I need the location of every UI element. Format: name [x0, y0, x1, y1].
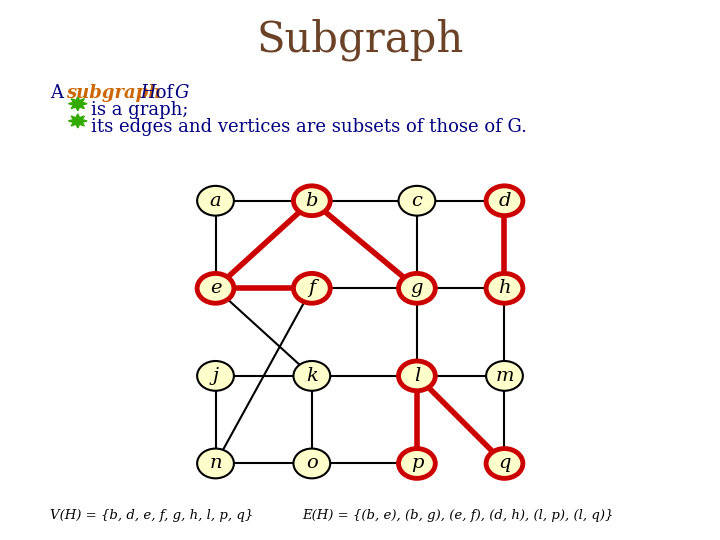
- Ellipse shape: [197, 273, 234, 303]
- Text: is a graph;: is a graph;: [91, 101, 189, 119]
- Text: m: m: [495, 367, 514, 385]
- Ellipse shape: [294, 273, 330, 303]
- Text: e: e: [210, 279, 221, 298]
- Text: G: G: [175, 84, 189, 102]
- Text: o: o: [306, 455, 318, 472]
- Text: f: f: [308, 279, 315, 298]
- Text: V(H) = {b, d, e, f, g, h, l, p, q}: V(H) = {b, d, e, f, g, h, l, p, q}: [50, 509, 253, 522]
- Polygon shape: [68, 114, 87, 128]
- Ellipse shape: [399, 273, 436, 303]
- Text: H: H: [135, 84, 157, 102]
- Text: subgraph: subgraph: [66, 84, 161, 102]
- Ellipse shape: [197, 186, 234, 215]
- Text: a: a: [210, 192, 221, 210]
- Ellipse shape: [294, 361, 330, 391]
- Ellipse shape: [486, 449, 523, 478]
- Text: h: h: [498, 279, 510, 298]
- Text: q: q: [498, 455, 510, 472]
- Text: n: n: [210, 455, 222, 472]
- Ellipse shape: [486, 186, 523, 215]
- Text: b: b: [305, 192, 318, 210]
- Text: d: d: [498, 192, 510, 210]
- Text: A: A: [50, 84, 69, 102]
- Ellipse shape: [294, 449, 330, 478]
- Ellipse shape: [197, 449, 234, 478]
- Ellipse shape: [399, 186, 436, 215]
- Text: E(H) = {(b, e), (b, g), (e, f), (d, h), (l, p), (l, q)}: E(H) = {(b, e), (b, g), (e, f), (d, h), …: [302, 509, 613, 522]
- Text: g: g: [410, 279, 423, 298]
- Ellipse shape: [197, 361, 234, 391]
- Text: c: c: [412, 192, 423, 210]
- Ellipse shape: [399, 361, 436, 391]
- Polygon shape: [68, 97, 87, 111]
- Ellipse shape: [399, 449, 436, 478]
- Ellipse shape: [486, 273, 523, 303]
- Ellipse shape: [486, 361, 523, 391]
- Text: p: p: [410, 455, 423, 472]
- Ellipse shape: [294, 186, 330, 215]
- Text: j: j: [212, 367, 218, 385]
- Text: k: k: [306, 367, 318, 385]
- Text: of: of: [150, 84, 179, 102]
- Text: l: l: [414, 367, 420, 385]
- Text: its edges and vertices are subsets of those of G.: its edges and vertices are subsets of th…: [91, 118, 528, 136]
- Text: Subgraph: Subgraph: [256, 19, 464, 62]
